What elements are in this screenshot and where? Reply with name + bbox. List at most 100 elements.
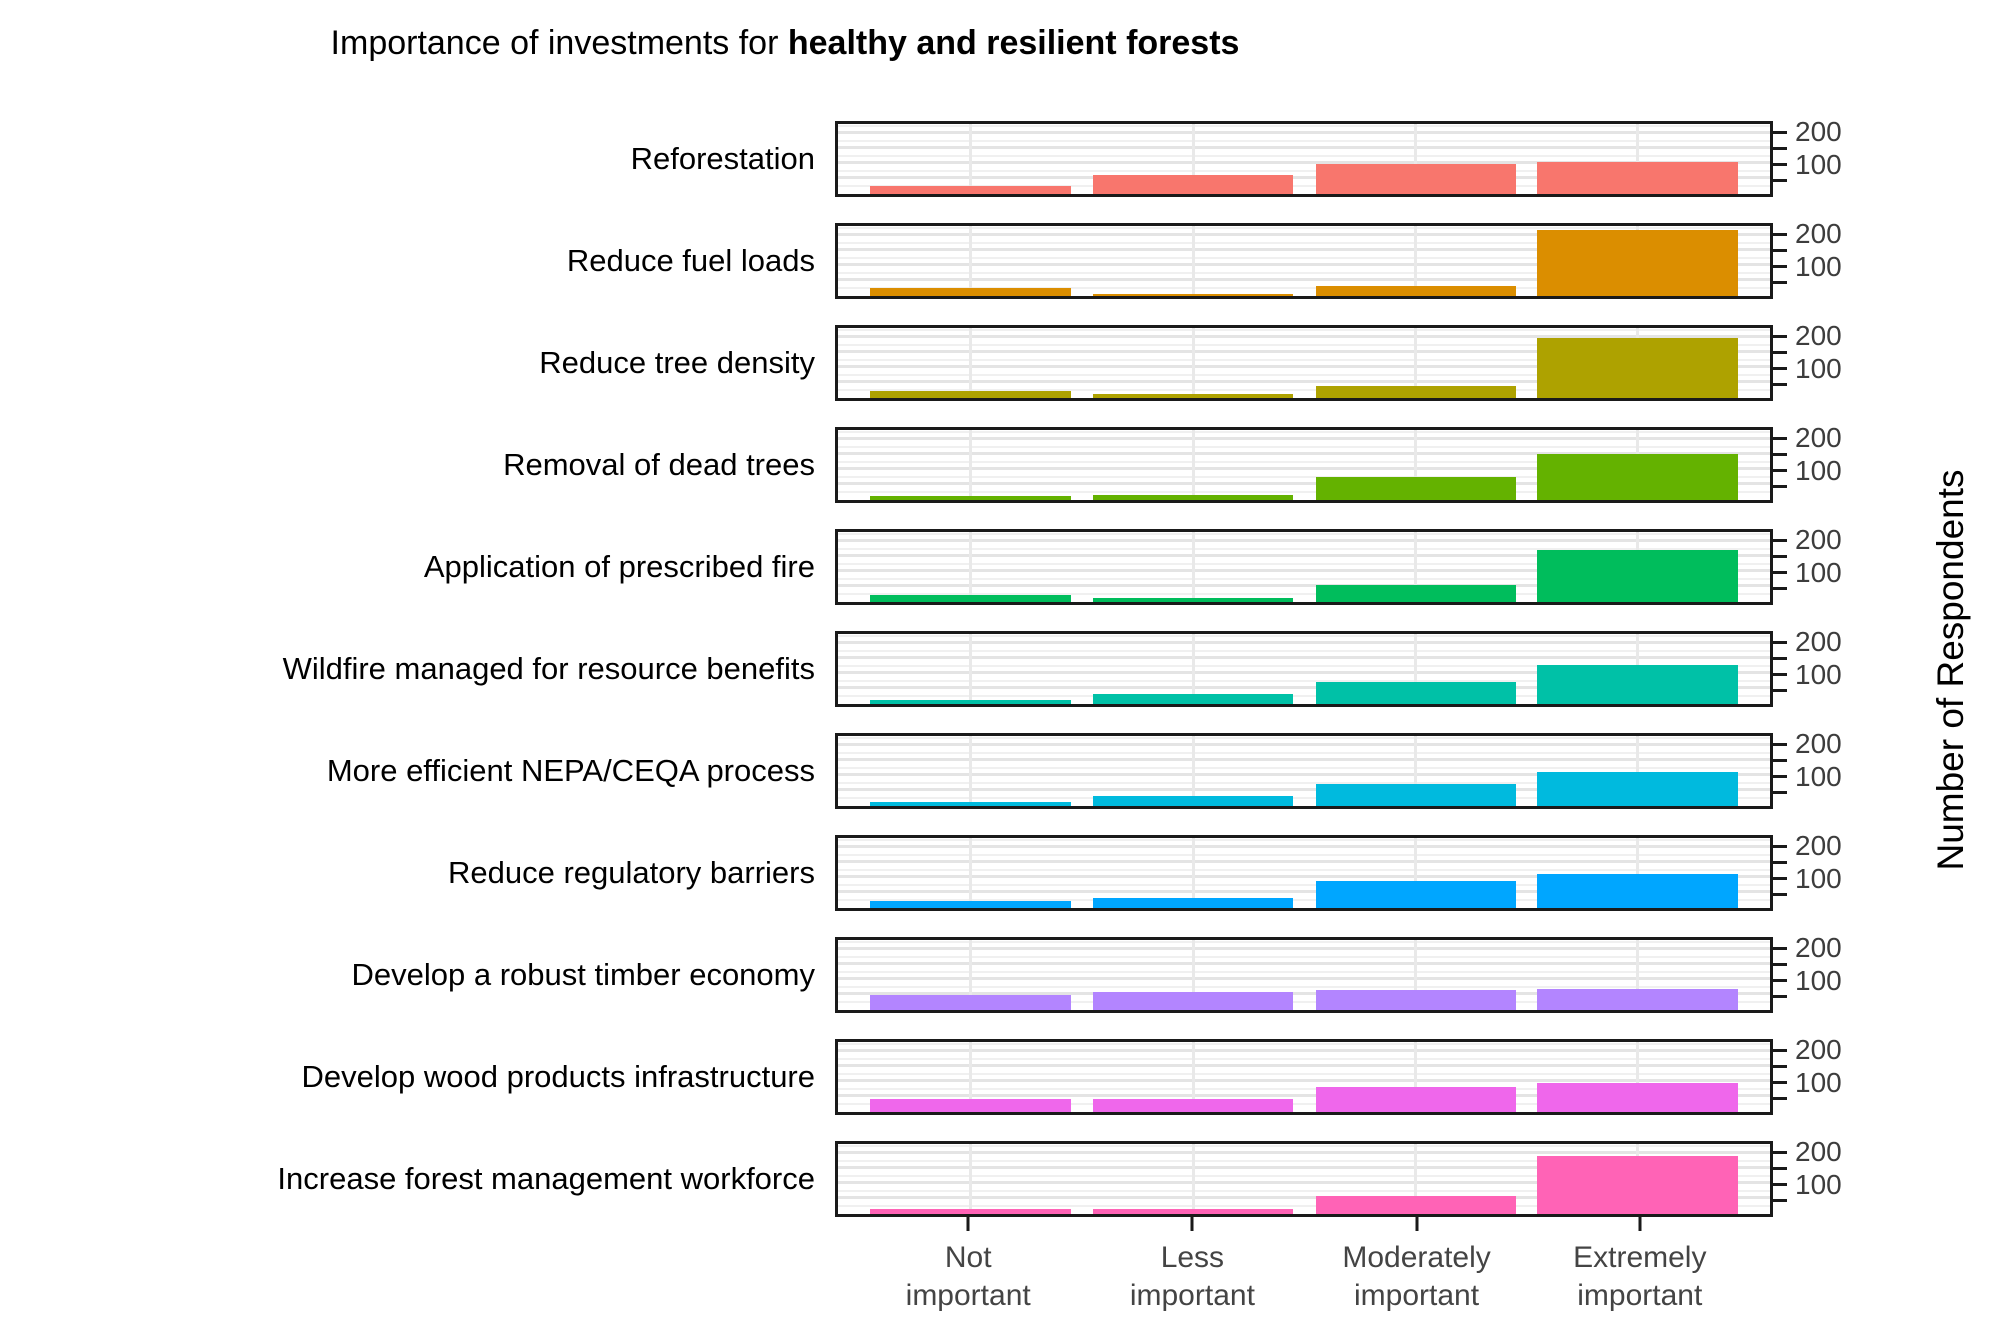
bar-not-important	[870, 287, 1071, 296]
gridline-minor	[838, 577, 1770, 580]
facet-panel	[835, 121, 1773, 197]
y-tick-label: 100	[1795, 352, 1842, 384]
bar-extremely-important	[1537, 230, 1738, 296]
bar-not-important	[870, 496, 1071, 500]
gridline-major	[838, 686, 1770, 690]
y-tick-mark	[1773, 877, 1787, 881]
facet-label: More efficient NEPA/CEQA process	[326, 753, 815, 788]
gridline-major	[838, 554, 1770, 558]
gridline-minor	[838, 1204, 1770, 1207]
y-tick-mark	[1773, 1167, 1787, 1170]
y-tick-mark	[1773, 861, 1787, 864]
gridline-minor	[838, 592, 1770, 595]
bar-not-important	[870, 390, 1071, 398]
y-tick-mark	[1773, 1150, 1787, 1154]
gridline-minor	[838, 184, 1770, 187]
y-tick-mark	[1773, 555, 1787, 558]
y-tick-mark	[1773, 163, 1787, 167]
facet-row-9: Develop wood products infrastructure 100 2…	[0, 1036, 2000, 1115]
facet-label: Reforestation	[630, 141, 815, 176]
gridline-minor	[838, 226, 1770, 229]
y-tick-mark	[1773, 485, 1787, 489]
gridline-major	[838, 758, 1770, 762]
gridline-vertical	[1191, 838, 1195, 908]
y-tick-mark	[1773, 1183, 1787, 1187]
bar-less-important	[1092, 174, 1294, 194]
y-tick-mark	[1773, 689, 1787, 693]
bar-less-important	[1092, 597, 1294, 602]
chart-title: Importance of investments for healthy an…	[0, 24, 1570, 63]
facet-panel	[835, 1039, 1773, 1115]
y-tick-mark	[1773, 130, 1787, 134]
gridline-major	[838, 890, 1770, 894]
bar-less-important	[1092, 1208, 1294, 1214]
gridline-major	[838, 452, 1770, 456]
gridline-minor	[838, 460, 1770, 463]
gridline-minor	[838, 139, 1770, 142]
gridline-minor	[838, 1102, 1770, 1105]
y-tick-mark	[1773, 1097, 1787, 1101]
gridline-major	[838, 773, 1770, 777]
gridline-major	[838, 539, 1770, 543]
y-tick-label: 200	[1795, 830, 1842, 862]
gridline-major	[838, 788, 1770, 792]
gridline-major	[838, 875, 1770, 879]
x-label-moderately-important: Moderately important	[1342, 1241, 1491, 1312]
gridline-vertical	[1414, 1042, 1418, 1112]
bar-extremely-important	[1537, 338, 1738, 398]
bar-extremely-important	[1537, 771, 1738, 806]
gridline-minor	[838, 649, 1770, 652]
facet-label: Reduce tree density	[539, 345, 815, 380]
gridline-vertical	[1414, 226, 1418, 296]
facet-row-6: More efficient NEPA/CEQA process 100 200	[0, 730, 2000, 809]
facet-label: Develop wood products infrastructure	[301, 1059, 815, 1094]
gridline-minor	[838, 358, 1770, 361]
gridline-vertical	[1191, 124, 1195, 194]
gridline-major	[838, 335, 1770, 339]
y-tick-label: 200	[1795, 1136, 1842, 1168]
gridline-vertical	[968, 532, 972, 602]
bar-moderately-important	[1315, 1196, 1517, 1214]
gridline-vertical	[1414, 430, 1418, 500]
y-tick-label: 100	[1795, 250, 1842, 282]
y-tick-mark	[1773, 775, 1787, 779]
gridline-vertical	[1191, 634, 1195, 704]
gridline-vertical	[1191, 940, 1195, 1010]
gridline-minor	[838, 634, 1770, 637]
bar-moderately-important	[1315, 386, 1517, 398]
x-tick-mark	[1638, 1217, 1642, 1231]
gridline-vertical	[1636, 940, 1640, 1010]
gridline-minor	[838, 430, 1770, 433]
gridline-minor	[838, 256, 1770, 259]
gridline-minor	[838, 343, 1770, 346]
y-tick-label: 200	[1795, 932, 1842, 964]
gridline-minor	[838, 883, 1770, 886]
bar-extremely-important	[1537, 549, 1738, 602]
gridline-major	[838, 467, 1770, 471]
gridline-minor	[838, 1144, 1770, 1147]
gridline-vertical	[1414, 634, 1418, 704]
gridline-major	[838, 743, 1770, 747]
gridline-vertical	[1414, 328, 1418, 398]
y-tick-mark	[1773, 281, 1787, 285]
gridline-vertical	[968, 328, 972, 398]
gridline-major	[838, 263, 1770, 267]
gridline-vertical	[1636, 838, 1640, 908]
bar-less-important	[1092, 694, 1294, 704]
gridline-vertical	[968, 1042, 972, 1112]
y-axis: 100 200	[1773, 628, 1923, 707]
gridline-minor	[838, 664, 1770, 667]
facet-row-3: Removal of dead trees 100 200	[0, 424, 2000, 503]
gridline-major	[838, 656, 1770, 660]
gridline-vertical	[968, 634, 972, 704]
gridline-minor	[838, 562, 1770, 565]
bar-not-important	[870, 994, 1071, 1010]
gridline-minor	[838, 898, 1770, 901]
gridline-vertical	[1191, 328, 1195, 398]
y-tick-label: 200	[1795, 116, 1842, 148]
gridline-major	[838, 1079, 1770, 1083]
y-tick-mark	[1773, 1048, 1787, 1052]
gridline-major	[838, 1196, 1770, 1200]
gridline-vertical	[1414, 532, 1418, 602]
bar-moderately-important	[1315, 164, 1517, 194]
